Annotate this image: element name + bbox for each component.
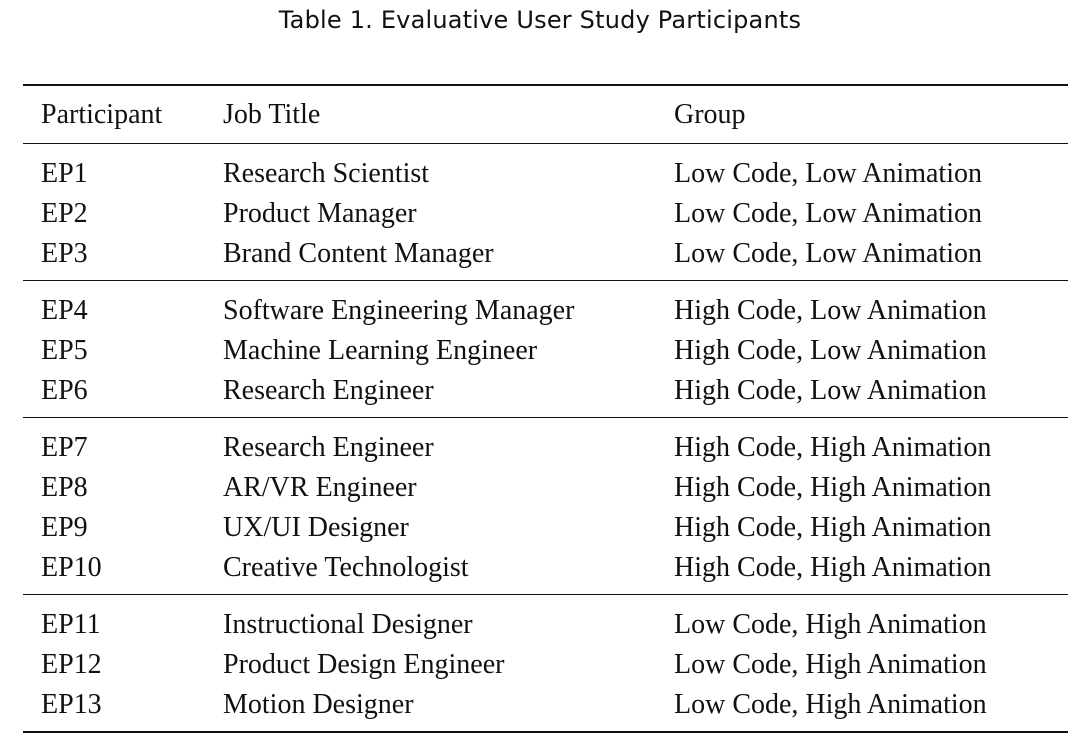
table-row: EP7 Research Engineer High Code, High An… — [23, 418, 1068, 469]
group-cell: High Code, High Animation — [674, 472, 992, 503]
group-cell: Low Code, Low Animation — [674, 158, 982, 189]
job-title-cell: Creative Technologist — [223, 552, 469, 583]
table-row: EP2 Product Manager Low Code, Low Animat… — [23, 194, 1068, 234]
group-cell: High Code, High Animation — [674, 432, 992, 463]
table-row: EP5 Machine Learning Engineer High Code,… — [23, 331, 1068, 371]
job-title-cell: Research Scientist — [223, 158, 430, 189]
participant-cell: EP12 — [41, 649, 102, 680]
participant-cell: EP4 — [41, 295, 88, 326]
header-job-title: Job Title — [223, 98, 321, 130]
job-title-cell: Motion Designer — [223, 689, 414, 720]
job-title-cell: Product Design Engineer — [223, 649, 505, 680]
participant-cell: EP9 — [41, 512, 88, 543]
job-title-cell: Research Engineer — [223, 432, 434, 463]
participant-cell: EP11 — [41, 609, 101, 640]
job-title-cell: Product Manager — [223, 198, 417, 229]
table-header: Participant Job Title Group — [23, 85, 1068, 144]
table-row: EP8 AR/VR Engineer High Code, High Anima… — [23, 468, 1068, 508]
participant-cell: EP3 — [41, 238, 88, 269]
row-group-3: EP7 Research Engineer High Code, High An… — [23, 418, 1068, 595]
table-row: EP1 Research Scientist Low Code, Low Ani… — [23, 144, 1068, 195]
header-participant: Participant — [41, 98, 163, 130]
table-row: EP4 Software Engineering Manager High Co… — [23, 281, 1068, 332]
job-title-cell: Software Engineering Manager — [223, 295, 575, 326]
table-row: EP12 Product Design Engineer Low Code, H… — [23, 645, 1068, 685]
header-row: Participant Job Title Group — [23, 85, 1068, 144]
row-group-1: EP1 Research Scientist Low Code, Low Ani… — [23, 144, 1068, 281]
table-row: EP3 Brand Content Manager Low Code, Low … — [23, 234, 1068, 281]
job-title-cell: Instructional Designer — [223, 609, 473, 640]
group-cell: Low Code, High Animation — [674, 649, 987, 680]
job-title-cell: AR/VR Engineer — [223, 472, 417, 503]
participant-cell: EP2 — [41, 198, 88, 229]
participant-cell: EP1 — [41, 158, 88, 189]
participant-cell: EP10 — [41, 552, 102, 583]
group-cell: Low Code, High Animation — [674, 609, 987, 640]
participants-table: Participant Job Title Group EP1 Research… — [23, 84, 1068, 733]
group-cell: Low Code, Low Animation — [674, 198, 982, 229]
job-title-cell: Brand Content Manager — [223, 238, 494, 269]
table-row: EP11 Instructional Designer Low Code, Hi… — [23, 595, 1068, 646]
row-group-2: EP4 Software Engineering Manager High Co… — [23, 281, 1068, 418]
group-cell: High Code, Low Animation — [674, 335, 987, 366]
participant-cell: EP6 — [41, 375, 88, 406]
table-caption: Table 1. Evaluative User Study Participa… — [278, 6, 802, 34]
participant-cell: EP5 — [41, 335, 88, 366]
group-cell: Low Code, High Animation — [674, 689, 987, 720]
row-group-4: EP11 Instructional Designer Low Code, Hi… — [23, 595, 1068, 732]
group-cell: High Code, Low Animation — [674, 295, 987, 326]
table-row: EP13 Motion Designer Low Code, High Anim… — [23, 685, 1068, 732]
group-cell: High Code, High Animation — [674, 512, 992, 543]
job-title-cell: Machine Learning Engineer — [223, 335, 538, 366]
table-row: EP6 Research Engineer High Code, Low Ani… — [23, 371, 1068, 418]
table-row: EP10 Creative Technologist High Code, Hi… — [23, 548, 1068, 595]
group-cell: High Code, Low Animation — [674, 375, 987, 406]
header-group: Group — [674, 98, 746, 130]
group-cell: High Code, High Animation — [674, 552, 992, 583]
participant-cell: EP13 — [41, 689, 102, 720]
job-title-cell: UX/UI Designer — [223, 512, 409, 543]
participant-cell: EP8 — [41, 472, 88, 503]
group-cell: Low Code, Low Animation — [674, 238, 982, 269]
job-title-cell: Research Engineer — [223, 375, 434, 406]
participant-cell: EP7 — [41, 432, 88, 463]
table-row: EP9 UX/UI Designer High Code, High Anima… — [23, 508, 1068, 548]
